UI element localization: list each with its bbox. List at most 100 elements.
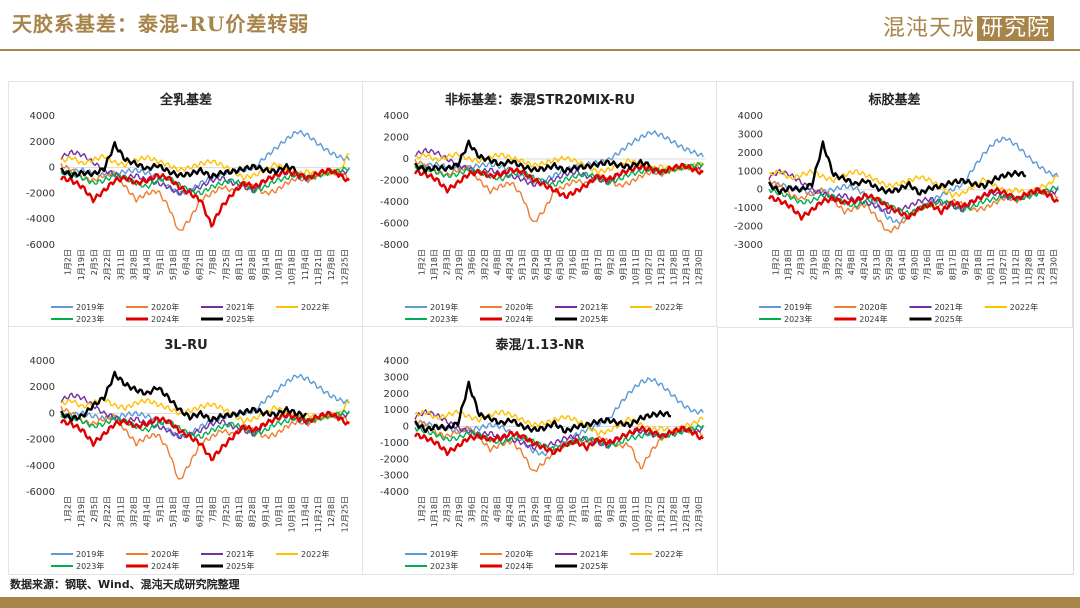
y-tick-label: 0 [403,154,409,165]
legend-label: 2025年 [226,314,254,324]
series-line [413,380,672,434]
y-tick-label: -1000 [380,438,409,449]
x-tick-label: 8月11日 [235,496,244,527]
legend-label: 2024年 [151,314,179,324]
x-tick-label: 12月30日 [695,249,704,285]
x-tick-label: 9月2日 [606,496,615,522]
x-tick-label: 6月21日 [195,496,204,527]
x-tick-label: 4月14日 [143,249,152,280]
x-tick-label: 5月13日 [873,249,882,280]
x-tick-label: 4月14日 [143,496,152,527]
chart-panel-standard-rubber-basis: 标胶基差 4000 3000 2000 1000 0 -1000 -2000 -3000 1月2日… [716,81,1073,328]
series-line [767,140,1027,196]
x-tick-label: 8月17日 [594,496,603,527]
series-line [59,167,350,228]
x-tick-label: 7月16日 [569,249,578,280]
y-tick-label: -4000 [26,214,55,225]
x-tick-label: 10月27日 [644,249,653,285]
x-tick-label: 1月19日 [77,496,86,527]
x-tick-label: 4月24日 [860,249,869,280]
x-tick-label: 10月18日 [288,496,297,532]
x-tick-label: 11月4日 [301,496,310,527]
page-title: 天胶系基差：泰混-RU价差转弱 [12,12,310,36]
y-tick-label: 4000 [384,356,409,367]
legend-label: 2021年 [226,302,254,312]
legend-label: 2025年 [580,561,608,571]
header: 天胶系基差：泰混-RU价差转弱 混沌天成 研究院 [0,0,1080,51]
x-tick-label: 5月1日 [156,249,165,275]
x-tick-label: 2月22日 [103,249,112,280]
series-line [60,166,350,196]
chart-title: 标胶基差 [867,92,920,108]
x-tick-label: 5月13日 [518,249,527,280]
x-tick-label: 1月18日 [430,496,439,527]
x-tick-label: 7月16日 [569,496,578,527]
x-tick-label: 2月19日 [455,496,464,527]
chart-title: 3L-RU [164,338,207,353]
series-line [60,163,350,231]
series-line [768,169,1059,199]
legend-label: 2023年 [784,314,812,324]
x-tick-label: 8月17日 [948,249,957,280]
x-tick-label: 8月11日 [235,249,244,280]
series-line [60,370,308,423]
x-tick-label: 6月30日 [556,496,565,527]
series-line [414,424,704,452]
legend-label: 2025年 [226,561,254,571]
x-tick-label: 1月2日 [64,496,73,522]
chart-panel-mix-str20-basis: 非标基差：泰混STR20MIX-RU 4000 2000 0 -2000 -4000 -60… [362,81,718,328]
x-tick-label: 11月28日 [669,496,678,532]
y-tick-label: 4000 [384,111,409,122]
x-tick-label: 5月29日 [531,249,540,280]
y-tick-label: -2000 [26,188,55,199]
x-tick-label: 4月24日 [506,249,515,280]
x-tick-label: 3月6日 [468,249,477,275]
y-tick-label: -2000 [380,454,409,465]
x-tick-label: 1月18日 [784,249,793,280]
legend-label: 2022年 [1010,302,1038,312]
x-tick-label: 6月14日 [543,249,552,280]
series-line [768,185,1059,216]
x-tick-label: 5月29日 [885,249,894,280]
x-tick-label: 1月2日 [417,249,426,275]
y-tick-label: -4000 [380,487,409,498]
y-tick-label: 2000 [30,382,55,393]
y-tick-label: 2000 [384,389,409,400]
x-tick-label: 3月6日 [468,496,477,522]
y-tick-label: 4000 [30,111,55,122]
x-tick-label: 4月8日 [493,496,502,522]
x-tick-label: 1月2日 [771,249,780,275]
x-tick-label: 11月12日 [1012,249,1021,285]
y-tick-label: 0 [403,422,409,433]
series-line [60,409,350,439]
x-tick-label: 1月19日 [77,249,86,280]
x-tick-label: 11月21日 [314,496,323,532]
x-tick-label: 5月18日 [169,496,178,527]
x-tick-label: 12月14日 [682,496,691,532]
x-tick-label: 3月11日 [116,496,125,527]
series-line [414,161,704,187]
x-tick-label: 8月1日 [581,496,590,522]
y-tick-label: -4000 [380,197,409,208]
legend-label: 2024年 [859,314,887,324]
logo-text: 混沌天成 [882,16,975,41]
legend-label: 2019年 [430,549,458,559]
x-tick-label: 11月21日 [314,249,323,285]
series-line [768,168,1059,214]
legend-label: 2022年 [655,302,683,312]
chart-svg: 3L-RU 4000 2000 0 -2000 -4000 -6000 1月2日 1月19日 2月… [26,338,351,571]
x-tick-label: 8月17日 [594,249,603,280]
y-tick-label: 3000 [384,372,409,383]
x-tick-label: 6月21日 [195,249,204,280]
y-tick-label: -2000 [26,435,55,446]
chart-panel-3l-ru: 3L-RU 4000 2000 0 -2000 -4000 -6000 1月2日 1月19日 2月… [8,326,364,575]
legend-label: 2019年 [784,302,812,312]
y-tick-label: -6000 [26,487,55,498]
x-tick-label: 12月30日 [1050,249,1059,285]
chart-svg: 非标基差：泰混STR20MIX-RU 4000 2000 0 -2000 -4000 -60… [380,92,705,324]
series-line [60,141,297,179]
x-tick-label: 5月18日 [169,249,178,280]
x-tick-label: 11月12日 [657,496,666,532]
legend-label: 2023年 [430,314,458,324]
x-tick-label: 3月28日 [130,249,139,280]
